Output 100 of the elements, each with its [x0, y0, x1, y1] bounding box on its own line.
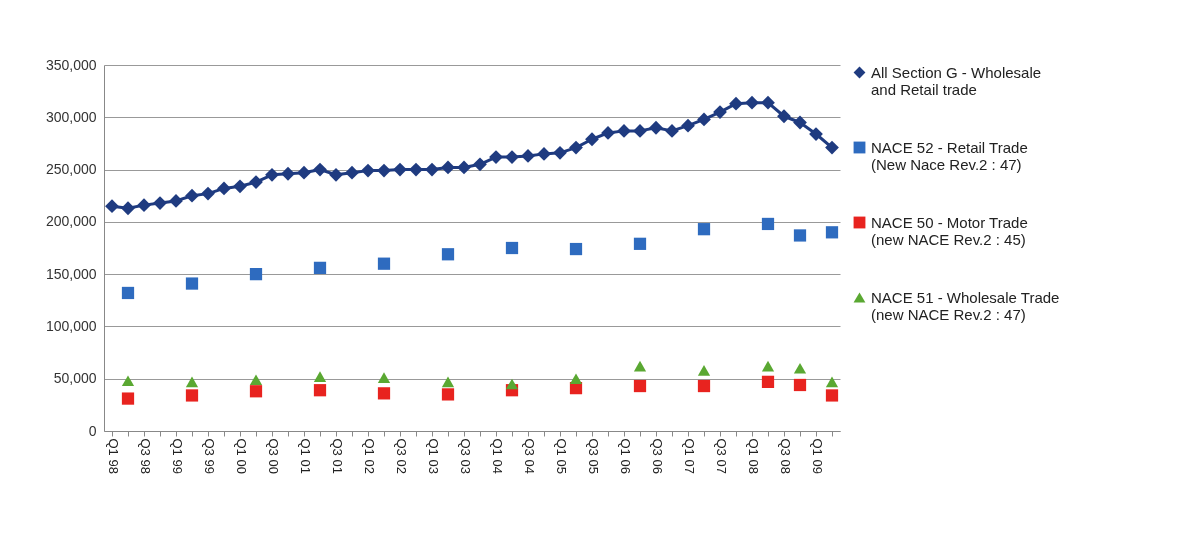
point [297, 165, 311, 180]
point [441, 376, 455, 388]
point [121, 201, 135, 216]
point [697, 223, 711, 236]
point [185, 376, 199, 388]
point [761, 375, 775, 388]
point [825, 226, 839, 239]
point [697, 365, 711, 376]
point [313, 162, 327, 177]
point [633, 379, 647, 393]
y-tick-label: 50,000 [53, 370, 97, 387]
point [633, 360, 647, 372]
point [793, 378, 807, 392]
point [681, 118, 695, 133]
x-tick-label: Q3 03 [457, 438, 473, 474]
point [441, 248, 455, 261]
point [377, 163, 391, 178]
point [793, 115, 807, 130]
point [649, 120, 663, 135]
point [473, 157, 487, 172]
x-tick-label: Q3 04 [521, 438, 537, 474]
x-tick-label: Q3 06 [649, 438, 665, 474]
x-tick-label: Q1 00 [233, 438, 249, 474]
point [201, 186, 215, 201]
point [441, 388, 455, 401]
y-tick-label: 150,000 [45, 265, 97, 282]
x-tick-label: Q3 02 [393, 438, 409, 474]
point [745, 95, 759, 110]
x-tick-label: Q3 05 [585, 438, 601, 474]
point [249, 268, 263, 281]
point [409, 162, 423, 177]
point [761, 95, 775, 110]
point [121, 286, 135, 300]
point [537, 146, 551, 161]
x-tick-label: Q1 02 [361, 438, 377, 474]
point [505, 241, 519, 255]
y-tick-label: 350,000 [45, 56, 97, 73]
point [377, 387, 391, 400]
x-tick-label: Q1 08 [745, 438, 761, 474]
point [585, 132, 599, 147]
legend-label: NACE 51 - Wholesale Trade (new NACE Rev.2 : 47) [871, 288, 1060, 323]
point [633, 237, 647, 250]
point [361, 163, 375, 178]
point [617, 123, 631, 138]
point [185, 188, 199, 203]
y-tick-label: 250,000 [45, 161, 97, 178]
point [553, 145, 567, 160]
point [665, 123, 679, 138]
point [281, 166, 295, 181]
x-tick-label: Q3 08 [777, 438, 793, 474]
x-tick-label: Q1 03 [425, 438, 441, 474]
point [825, 140, 839, 155]
point [793, 362, 807, 374]
point [697, 379, 711, 393]
x-tick-label: Q1 05 [553, 438, 569, 474]
point [569, 242, 583, 256]
point [249, 385, 263, 398]
x-tick-label: Q1 09 [809, 438, 825, 474]
point [217, 181, 231, 196]
point [825, 376, 839, 388]
point [393, 162, 407, 177]
point [313, 371, 327, 382]
point [249, 374, 263, 386]
point [137, 198, 151, 213]
point [313, 261, 327, 274]
point [569, 373, 583, 385]
point [121, 392, 135, 405]
point [441, 160, 455, 175]
x-tick-label: Q1 07 [681, 438, 697, 474]
legend-label: NACE 52 - Retail Trade (New Nace Rev.2 : 47) [871, 138, 1028, 173]
x-tick-label: Q3 07 [713, 438, 729, 474]
point [761, 360, 775, 372]
point [505, 378, 519, 390]
y-tick-label: 200,000 [45, 213, 97, 230]
y-tick-label: 300,000 [45, 108, 97, 125]
point [121, 375, 135, 387]
point [233, 179, 247, 194]
x-tick-label: Q1 04 [489, 438, 505, 474]
point [313, 384, 327, 397]
point [185, 277, 199, 290]
point [329, 167, 343, 182]
point [793, 229, 807, 242]
point [425, 162, 439, 177]
x-tick-label: Q1 01 [297, 438, 313, 474]
point [729, 96, 743, 111]
y-tick-label: 100,000 [45, 317, 97, 334]
x-tick-label: Q3 99 [201, 438, 217, 474]
x-tick-label: Q1 99 [169, 438, 185, 474]
y-tick-label: 0 [88, 422, 97, 439]
point [377, 257, 391, 270]
legend-label: NACE 50 - Motor Trade (new NACE Rev.2 : 45) [871, 213, 1028, 248]
point [265, 167, 279, 182]
point [825, 389, 839, 402]
point [457, 160, 471, 175]
point [345, 165, 359, 180]
point [697, 112, 711, 127]
x-tick-label: Q3 98 [137, 438, 153, 474]
x-tick-label: Q1 98 [105, 438, 121, 474]
point [633, 123, 647, 138]
point [185, 389, 199, 402]
